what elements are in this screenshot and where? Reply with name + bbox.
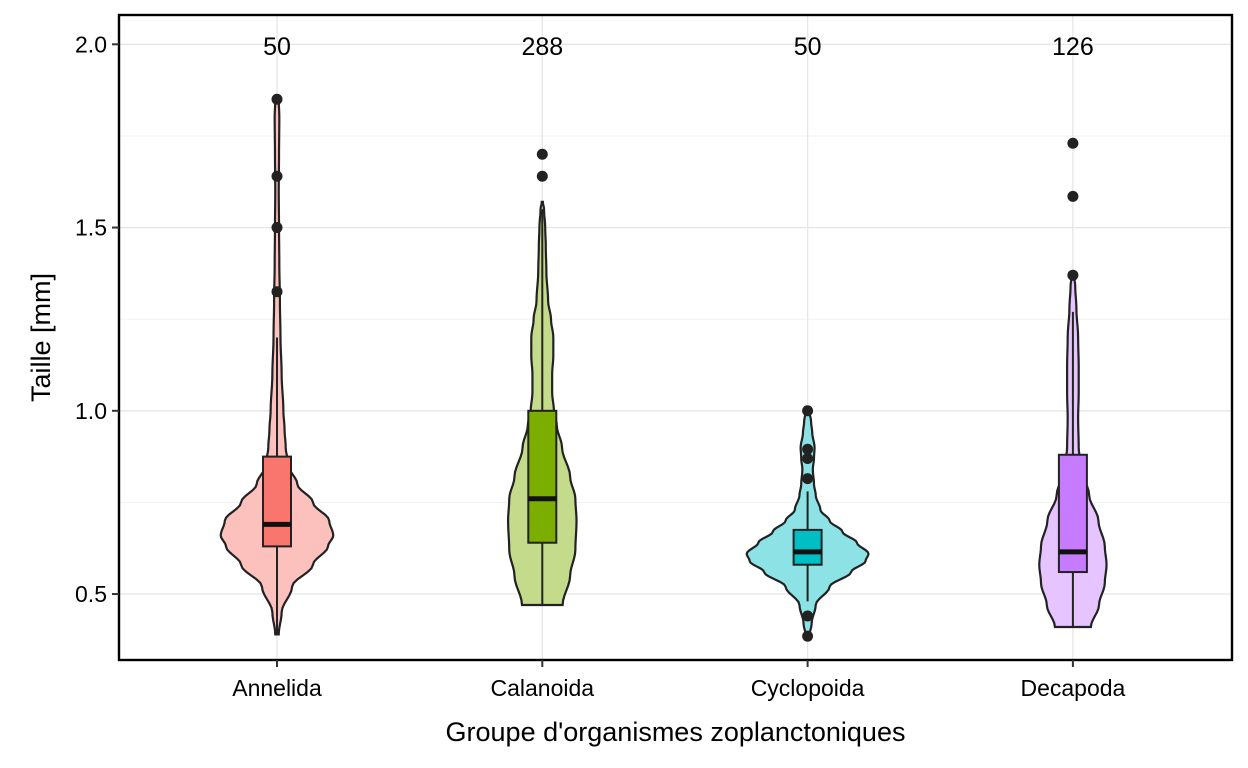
outlier-point: [1067, 269, 1079, 281]
outlier-point: [1067, 190, 1079, 202]
count-label: 288: [521, 33, 563, 61]
outlier-point: [802, 443, 814, 455]
outlier-point: [271, 286, 283, 298]
box-cyclopoida: [792, 528, 823, 566]
outlier-point: [802, 405, 814, 417]
boxplots: [262, 93, 1088, 642]
box-decapoda: [1057, 453, 1088, 574]
x-tick-label: Cyclopoida: [751, 675, 865, 701]
outlier-point: [802, 473, 814, 485]
count-label: 50: [263, 33, 291, 61]
box-annelida: [262, 455, 292, 548]
y-tick-label: 0.5: [75, 581, 107, 607]
outlier-point: [536, 148, 548, 160]
plot-panel-border: [117, 13, 1234, 662]
violins: [219, 98, 1108, 638]
x-tick-label: Annelida: [232, 675, 322, 701]
x-tick-label: Decapoda: [1020, 675, 1125, 701]
outlier-point: [1067, 137, 1079, 149]
outlier-point: [271, 93, 283, 105]
y-axis-ticks: 0.5 1.0 1.5 2.0: [75, 31, 119, 607]
y-axis-title: Taille [mm]: [26, 273, 56, 402]
count-label: 126: [1052, 33, 1094, 61]
y-tick-label: 1.0: [75, 398, 107, 424]
x-axis-ticks: Annelida Calanoida Cyclopoida Decapoda: [232, 660, 1126, 701]
outlier-point: [802, 630, 814, 642]
y-tick-label: 1.5: [75, 215, 107, 241]
box-calanoida: [527, 409, 558, 544]
outlier-point: [802, 610, 814, 622]
count-labels: 50 288 50 126: [263, 33, 1094, 61]
x-axis-title: Groupe d'organismes zoplanctoniques: [446, 717, 906, 747]
outlier-point: [802, 452, 814, 464]
count-label: 50: [794, 33, 822, 61]
x-tick-label: Calanoida: [491, 675, 595, 701]
outlier-point: [536, 170, 548, 182]
outlier-point: [271, 170, 283, 182]
outlier-point: [271, 222, 283, 234]
y-tick-label: 2.0: [75, 31, 107, 57]
